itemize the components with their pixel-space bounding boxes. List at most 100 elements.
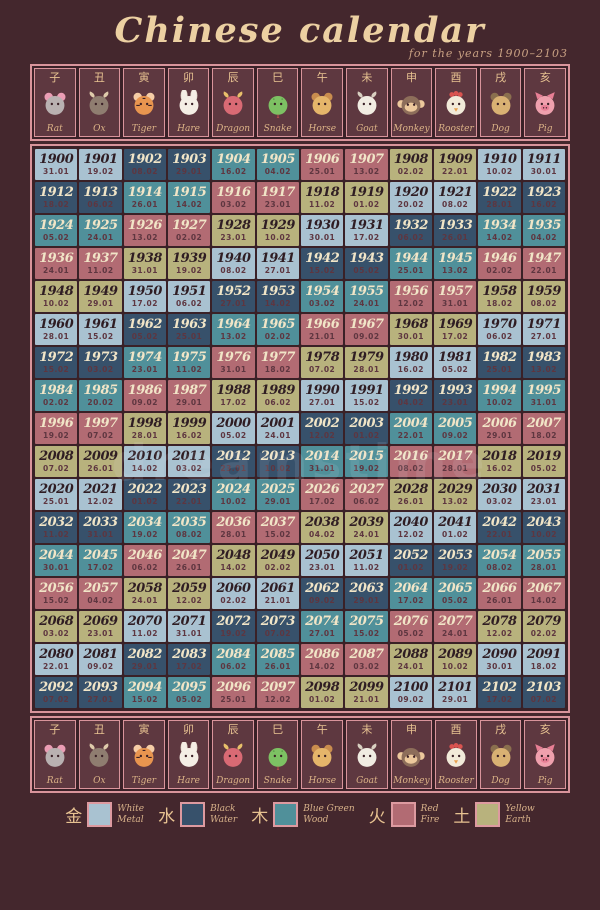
year-cell: 2003 01.02 xyxy=(345,413,388,444)
new-year-date-label: 13.02 xyxy=(220,332,247,341)
year-cell: 1991 15.02 xyxy=(345,380,388,411)
year-label: 1900 xyxy=(39,152,74,167)
year-cell: 1997 07.02 xyxy=(79,413,122,444)
new-year-date-label: 06.02 xyxy=(220,662,247,671)
new-year-date-label: 03.02 xyxy=(220,200,247,209)
year-label: 1938 xyxy=(127,251,163,266)
year-cell: 1919 01.02 xyxy=(345,182,388,213)
zodiac-name: Dragon xyxy=(216,776,251,786)
new-year-date-label: 24.01 xyxy=(353,299,380,308)
year-label: 2054 xyxy=(482,548,517,563)
snake-icon xyxy=(268,95,288,118)
year-label: 1954 xyxy=(305,284,340,299)
year-label: 2061 xyxy=(260,581,296,596)
zodiac-cell-horse: 午 Horse xyxy=(301,720,344,789)
new-year-date-label: 19.02 xyxy=(43,431,70,440)
tiger-icon xyxy=(133,744,155,767)
new-year-date-label: 08.02 xyxy=(176,530,203,539)
year-label: 1950 xyxy=(127,284,163,299)
new-year-date-label: 10.02 xyxy=(264,464,291,473)
year-cell: 1967 09.02 xyxy=(345,314,388,345)
year-label: 1983 xyxy=(526,350,562,365)
new-year-date-label: 12.02 xyxy=(486,629,513,638)
new-year-date-label: 22.01 xyxy=(530,266,557,275)
new-year-date-label: 24.01 xyxy=(264,431,291,440)
year-cell: 2099 21.01 xyxy=(345,677,388,708)
year-label: 1963 xyxy=(172,317,207,332)
new-year-date-label: 10.02 xyxy=(43,299,70,308)
year-cell: 1990 27.01 xyxy=(300,380,344,411)
year-label: 2035 xyxy=(172,515,207,530)
year-cell: 2049 02.02 xyxy=(256,545,299,576)
year-label: 2002 xyxy=(305,416,340,431)
year-cell: 1947 22.01 xyxy=(522,248,565,279)
year-label: 2065 xyxy=(438,581,473,596)
year-cell: 1944 25.01 xyxy=(389,248,432,279)
new-year-date-label: 29.01 xyxy=(176,398,203,407)
year-cell: 2067 14.02 xyxy=(522,578,565,609)
year-label: 2006 xyxy=(482,416,517,431)
year-label: 1994 xyxy=(482,383,517,398)
zodiac-name: Ox xyxy=(93,776,106,786)
new-year-date-label: 28.01 xyxy=(353,365,380,374)
new-year-date-label: 23.01 xyxy=(220,233,247,242)
year-cell: 2061 21.01 xyxy=(256,578,299,609)
year-cell: 2025 29.01 xyxy=(256,479,299,510)
year-cell: 1922 28.01 xyxy=(478,182,521,213)
year-label: 2023 xyxy=(172,482,207,497)
year-label: 1991 xyxy=(349,383,384,398)
year-cell: 1959 08.02 xyxy=(522,281,565,312)
zodiac-character: 午 xyxy=(316,723,328,736)
year-label: 2030 xyxy=(482,482,517,497)
zodiac-name: Tiger xyxy=(131,124,157,134)
year-label: 2076 xyxy=(393,614,429,629)
year-label: 1996 xyxy=(39,416,74,431)
new-year-date-label: 28.01 xyxy=(530,563,557,572)
new-year-date-label: 24.01 xyxy=(43,266,70,275)
new-year-date-label: 10.02 xyxy=(486,167,513,176)
dragon-icon xyxy=(223,742,243,767)
year-cell: 1936 24.01 xyxy=(35,248,78,279)
year-label: 1949 xyxy=(83,284,118,299)
new-year-date-label: 20.02 xyxy=(87,398,114,407)
zodiac-name: Pig xyxy=(537,776,553,786)
year-label: 2001 xyxy=(260,416,296,431)
year-cell: 2034 19.02 xyxy=(123,512,166,543)
year-cell: 2050 23.01 xyxy=(300,545,344,576)
year-cell: 2052 01.02 xyxy=(389,545,432,576)
year-label: 1942 xyxy=(305,251,340,266)
new-year-date-label: 05.02 xyxy=(131,332,158,341)
year-label: 1980 xyxy=(393,350,429,365)
new-year-date-label: 26.01 xyxy=(486,596,513,605)
year-label: 2063 xyxy=(349,581,384,596)
year-cell: 1965 02.02 xyxy=(256,314,299,345)
element-color-swatch xyxy=(180,802,206,827)
new-year-date-label: 29.01 xyxy=(176,167,203,176)
year-label: 2097 xyxy=(260,680,296,695)
year-label: 2053 xyxy=(438,548,473,563)
year-cell: 2054 08.02 xyxy=(478,545,521,576)
new-year-date-label: 15.02 xyxy=(353,629,380,638)
year-label: 2021 xyxy=(83,482,118,497)
zodiac-cell-goat: 未 Goat xyxy=(346,720,388,789)
year-label: 1974 xyxy=(127,350,163,365)
new-year-date-label: 26.01 xyxy=(87,464,114,473)
element-label: Black Water xyxy=(210,803,238,825)
year-label: 1970 xyxy=(482,317,517,332)
year-label: 1905 xyxy=(260,152,296,167)
year-cell: 1904 16.02 xyxy=(212,149,255,180)
new-year-date-label: 07.02 xyxy=(309,365,336,374)
year-label: 2080 xyxy=(39,647,74,662)
year-cell: 2055 28.01 xyxy=(522,545,565,576)
zodiac-character: 寅 xyxy=(138,71,150,84)
new-year-date-label: 01.02 xyxy=(131,497,158,506)
year-cell: 1968 30.01 xyxy=(389,314,432,345)
year-cell: 2046 06.02 xyxy=(123,545,166,576)
year-label: 1925 xyxy=(83,218,118,233)
year-cell: 2071 31.01 xyxy=(167,611,211,642)
year-label: 2101 xyxy=(438,680,473,695)
legend-item-water: 水 Black Water xyxy=(158,802,237,827)
zodiac-character: 巳 xyxy=(272,723,284,736)
year-label: 1977 xyxy=(260,350,296,365)
new-year-date-label: 24.01 xyxy=(131,596,158,605)
